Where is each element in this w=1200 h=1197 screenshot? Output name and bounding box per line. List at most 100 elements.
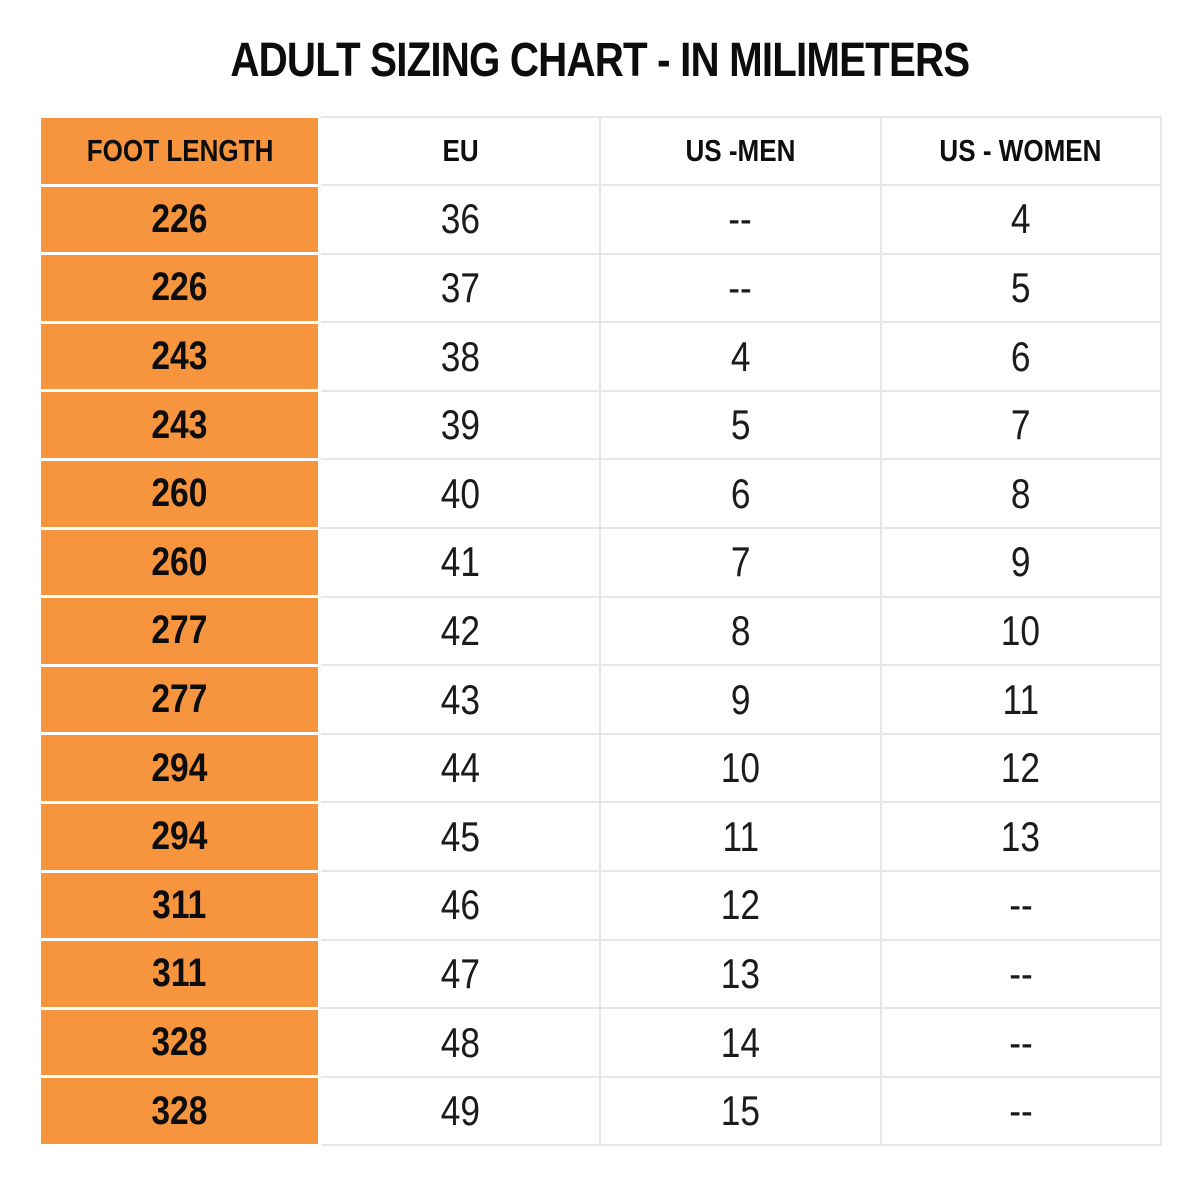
table-row: 226 36 -- 4: [37, 183, 1163, 256]
cell-value: 11: [1002, 675, 1040, 723]
cell-us-men: 15: [599, 1075, 882, 1147]
table-row: 243 38 4 6: [37, 320, 1163, 393]
cell-foot-length: 328: [37, 1006, 322, 1079]
cell-us-women: --: [879, 870, 1163, 941]
cell-value: 7: [1010, 401, 1031, 449]
cell-us-men: --: [599, 252, 882, 324]
cell-value: --: [728, 195, 753, 243]
cell-us-men: 10: [599, 732, 882, 804]
cell-us-women: 12: [879, 732, 1163, 804]
cell-foot-length: 294: [37, 800, 322, 873]
cell-foot-length: 243: [37, 320, 322, 393]
cell-us-women: 10: [879, 595, 1163, 667]
column-header-label: EU: [442, 132, 479, 168]
cell-foot-length: 260: [37, 526, 322, 599]
cell-value: 5: [1010, 263, 1031, 311]
cell-eu: 39: [318, 389, 602, 461]
cell-us-men: 9: [599, 664, 882, 735]
sizing-table: FOOT LENGTH EU US -MEN US - WOMEN 226 36 -- 4 2…: [37, 115, 1163, 1147]
cell-value: 328: [151, 1020, 208, 1065]
page-title-text: ADULT SIZING CHART - IN MILIMETERS: [230, 34, 971, 87]
cell-value: --: [1009, 881, 1033, 929]
cell-foot-length: 226: [37, 183, 322, 256]
cell-foot-length: 260: [37, 457, 322, 530]
cell-value: 13: [1001, 812, 1041, 860]
cell-value: 6: [1010, 332, 1031, 380]
cell-us-men: 4: [599, 321, 882, 392]
cell-us-women: 13: [879, 801, 1163, 873]
cell-eu: 44: [318, 732, 602, 804]
table-row: 260 41 7 9: [37, 526, 1163, 599]
cell-eu: 38: [318, 321, 602, 392]
table-row: 260 40 6 8: [37, 457, 1163, 530]
cell-value: 15: [720, 1087, 761, 1135]
cell-value: 311: [152, 882, 207, 927]
cell-foot-length: 311: [37, 938, 322, 1010]
cell-us-men: 6: [599, 458, 882, 530]
cell-foot-length: 243: [37, 389, 322, 461]
cell-value: 48: [440, 1018, 480, 1066]
cell-us-men: 13: [599, 938, 882, 1010]
cell-value: 36: [440, 195, 480, 243]
cell-us-men: 7: [599, 527, 882, 598]
cell-us-women: 9: [879, 527, 1163, 598]
table-row: 243 39 5 7: [37, 389, 1163, 461]
column-header-foot-length: FOOT LENGTH: [37, 115, 322, 187]
cell-value: 260: [151, 539, 208, 584]
cell-value: 12: [720, 881, 761, 929]
table-row: 328 48 14 --: [37, 1006, 1163, 1079]
cell-value: 37: [440, 263, 480, 311]
cell-value: 11: [722, 812, 759, 860]
cell-value: 39: [440, 401, 480, 449]
header-row: FOOT LENGTH EU US -MEN US - WOMEN: [37, 115, 1163, 187]
cell-value: 8: [730, 606, 751, 654]
cell-value: 4: [1010, 195, 1031, 243]
cell-us-women: 7: [879, 389, 1163, 461]
table-row: 328 49 15 --: [37, 1075, 1163, 1147]
cell-value: 8: [1010, 469, 1031, 517]
cell-foot-length: 328: [37, 1075, 322, 1147]
cell-value: 226: [151, 196, 208, 241]
cell-us-women: 6: [879, 321, 1163, 392]
cell-value: --: [1009, 1087, 1033, 1135]
cell-value: 43: [440, 675, 480, 723]
cell-value: 46: [440, 881, 480, 929]
cell-value: 45: [440, 812, 480, 860]
cell-us-men: 14: [599, 1007, 882, 1078]
cell-eu: 49: [318, 1075, 602, 1147]
cell-us-men: --: [599, 184, 882, 255]
cell-eu: 40: [318, 458, 602, 530]
column-header-us-men: US -MEN: [599, 115, 882, 187]
column-header-label: FOOT LENGTH: [86, 132, 273, 168]
cell-value: 4: [730, 332, 751, 380]
cell-foot-length: 277: [37, 595, 322, 667]
cell-eu: 42: [318, 595, 602, 667]
cell-us-women: 11: [879, 664, 1163, 735]
cell-value: 277: [151, 608, 208, 653]
cell-value: 41: [440, 538, 480, 586]
cell-foot-length: 277: [37, 663, 322, 736]
cell-value: 243: [151, 402, 208, 447]
cell-eu: 36: [318, 184, 602, 255]
cell-value: 311: [152, 951, 207, 996]
column-header-label: US - WOMEN: [939, 132, 1102, 168]
column-header-label: US -MEN: [685, 132, 796, 168]
cell-eu: 43: [318, 664, 602, 735]
cell-value: 7: [730, 538, 751, 586]
cell-value: 294: [151, 814, 208, 859]
cell-us-men: 12: [599, 870, 882, 941]
cell-us-men: 11: [599, 801, 882, 873]
cell-eu: 41: [318, 527, 602, 598]
cell-value: 260: [151, 471, 208, 516]
cell-us-men: 8: [599, 595, 882, 667]
table-header: FOOT LENGTH EU US -MEN US - WOMEN: [37, 115, 1163, 187]
table-body: 226 36 -- 4 226 37 -- 5 243 38 4 6 243 39 5 7 260 40 6 8 260…: [37, 183, 1163, 1147]
cell-foot-length: 226: [37, 252, 322, 324]
cell-value: 10: [720, 744, 761, 792]
cell-us-women: 4: [879, 184, 1163, 255]
cell-us-women: 5: [879, 252, 1163, 324]
cell-value: 6: [730, 469, 751, 517]
page-title: ADULT SIZING CHART - IN MILIMETERS: [0, 36, 1200, 86]
cell-eu: 37: [318, 252, 602, 324]
cell-eu: 46: [318, 870, 602, 941]
